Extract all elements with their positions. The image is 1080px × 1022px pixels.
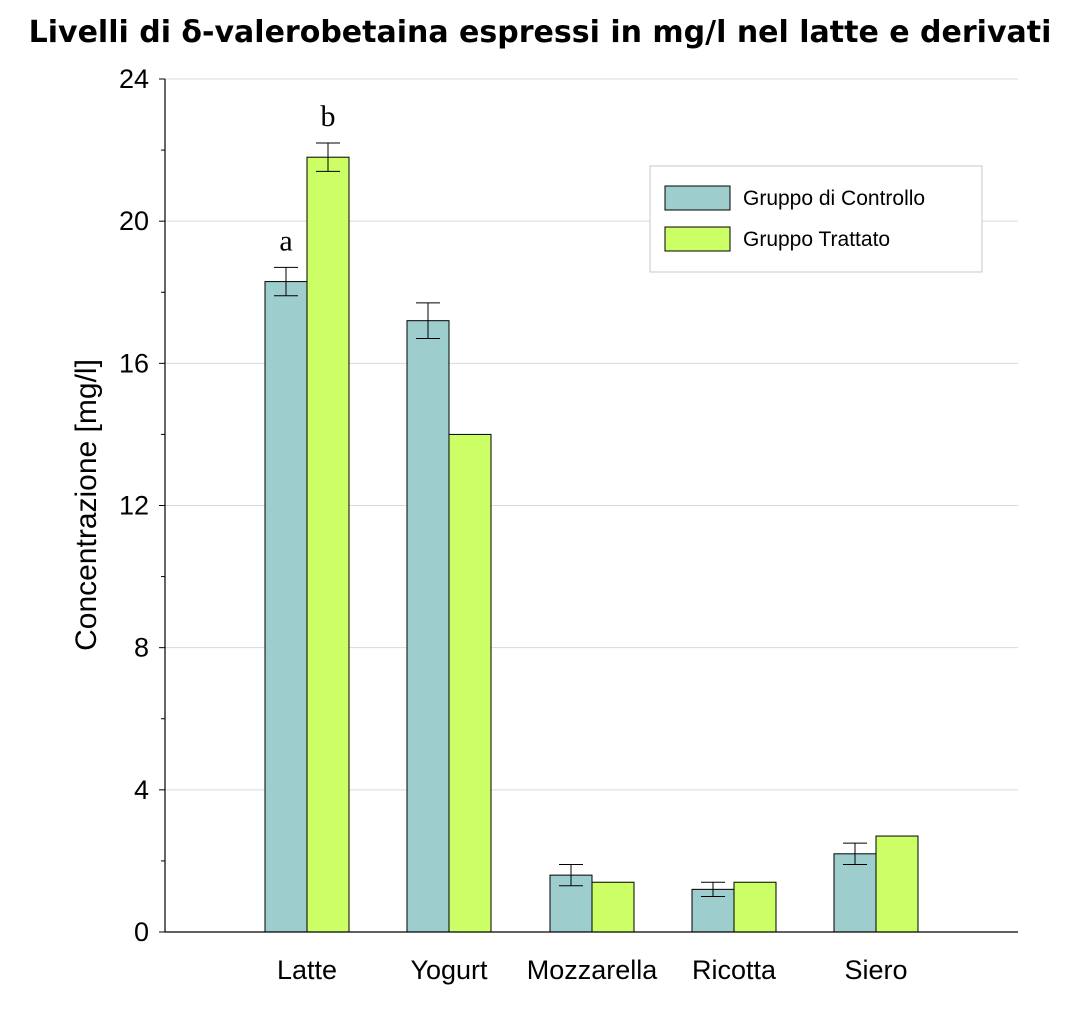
legend: Gruppo di Controllo Gruppo Trattato xyxy=(649,165,983,273)
category-label: Mozzarella xyxy=(527,955,659,985)
legend-box xyxy=(649,165,983,273)
legend-swatch xyxy=(664,185,731,211)
bar xyxy=(264,281,308,933)
category-label: Latte xyxy=(277,955,337,985)
bar xyxy=(875,835,919,933)
legend-label: Gruppo di Controllo xyxy=(743,187,925,210)
annotation-label: b xyxy=(321,100,336,133)
y-axis-label: Concentrazione [mg/l] xyxy=(70,359,103,651)
bar xyxy=(448,433,492,933)
axes: 0 4 8 12 16 20 24 Latte Yogurt Mozzarella Ricotta S… xyxy=(119,64,1018,985)
bar xyxy=(406,320,450,933)
y-tick-label: 4 xyxy=(134,775,149,805)
chart-title: Livelli di δ-valerobetaina espressi in m… xyxy=(29,15,1052,50)
category-label: Siero xyxy=(844,955,907,985)
legend-label: Gruppo Trattato xyxy=(743,228,890,251)
y-tick-label: 12 xyxy=(119,491,149,521)
annotation-label: a xyxy=(279,224,292,257)
bar xyxy=(733,881,777,933)
bar xyxy=(306,156,350,933)
y-tick-label: 16 xyxy=(119,348,149,378)
y-tick-label: 20 xyxy=(119,206,149,236)
category-label: Yogurt xyxy=(410,955,488,985)
category-label: Ricotta xyxy=(692,955,777,985)
bars: ab xyxy=(264,100,919,933)
bar xyxy=(833,853,877,933)
y-tick-label: 0 xyxy=(134,917,149,947)
legend-swatch xyxy=(664,226,731,252)
bar xyxy=(591,881,635,933)
y-tick-label: 8 xyxy=(134,633,149,663)
y-tick-label: 24 xyxy=(119,64,149,94)
